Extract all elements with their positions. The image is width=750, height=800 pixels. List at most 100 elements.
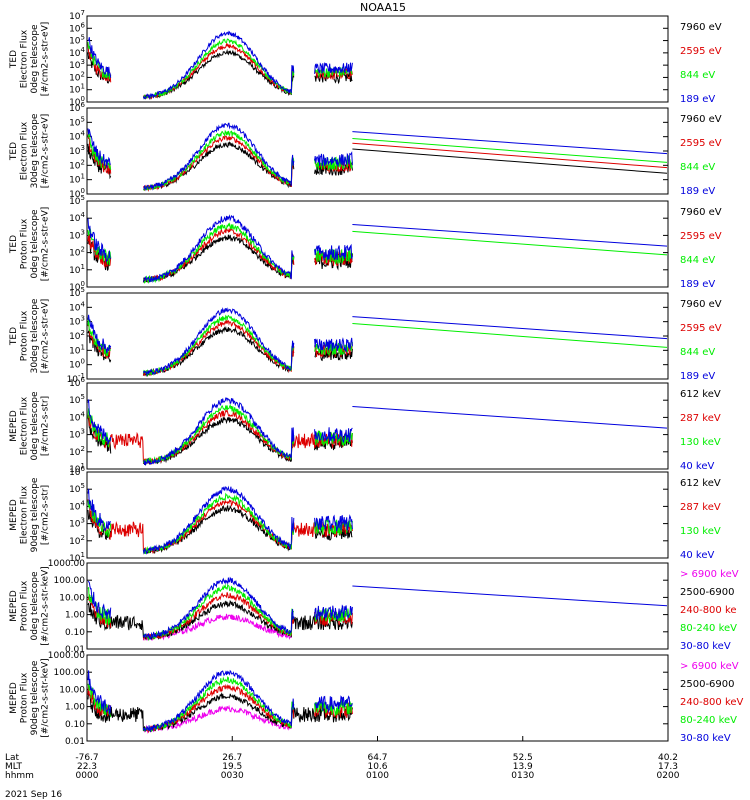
date-label: 2021 Sep 16 bbox=[5, 790, 62, 800]
legend-entry: 7960 eV bbox=[680, 299, 722, 310]
legend-entry: 2595 eV bbox=[680, 323, 722, 334]
y-tick-label: 105 bbox=[69, 482, 85, 495]
panel-frame bbox=[86, 654, 669, 742]
x-tick-label: 17.3 bbox=[658, 762, 678, 772]
series-line bbox=[87, 222, 668, 284]
y-tick-label: 102 bbox=[69, 445, 85, 458]
footer-row-label: Lat bbox=[5, 753, 20, 763]
legend-entry: 2595 eV bbox=[680, 231, 722, 242]
series-line bbox=[87, 42, 353, 100]
y-tick-label: 0.01 bbox=[65, 737, 85, 747]
y-tick-label: 105 bbox=[69, 115, 85, 128]
x-tick-label: 64.7 bbox=[367, 753, 387, 763]
series-line bbox=[142, 613, 292, 642]
y-tick-label: 103 bbox=[69, 228, 85, 241]
legend-entry: 7960 eV bbox=[680, 114, 722, 125]
panel-frame bbox=[86, 200, 669, 288]
series-line bbox=[142, 704, 292, 734]
legend-entry: > 6900 keV bbox=[680, 661, 739, 672]
y-axis-label: MEPEDProton Flux0deg telescope[#/cm2-s-s… bbox=[9, 566, 51, 645]
legend-entry: 240-800 ke bbox=[680, 605, 737, 616]
y-axis-label: MEPEDElectron Flux0deg telescope[#/cm2-s… bbox=[9, 391, 51, 461]
legend-entry: 40 keV bbox=[680, 550, 714, 561]
y-tick-label: 103 bbox=[69, 517, 85, 530]
y-tick-label: 101 bbox=[69, 263, 85, 276]
y-tick-label: 100 bbox=[69, 358, 85, 371]
y-tick-label: 107 bbox=[69, 9, 85, 22]
y-tick-label: 104 bbox=[69, 130, 85, 143]
y-tick-label: 1000.00 bbox=[48, 559, 85, 569]
footer-axis: LatMLThhmm-76.722.3000026.719.5003064.71… bbox=[5, 736, 680, 781]
series-line bbox=[87, 691, 353, 733]
legend-entry: 2595 eV bbox=[680, 46, 722, 57]
series-line bbox=[87, 48, 353, 101]
series-line bbox=[87, 234, 353, 283]
y-axis-label: TEDProton Flux0deg telescope[#/cm2-s-str… bbox=[9, 207, 51, 282]
legend-entry: 844 eV bbox=[680, 347, 715, 358]
y-tick-label: 100.00 bbox=[54, 668, 86, 678]
legend-entry: 30-80 keV bbox=[680, 641, 731, 652]
legend-entry: 80-240 keV bbox=[680, 623, 737, 634]
legend-entry: 287 keV bbox=[680, 413, 721, 424]
legend-entry: 844 eV bbox=[680, 162, 715, 173]
series-line bbox=[87, 325, 353, 378]
legend-entry: 2500-6900 bbox=[680, 587, 735, 598]
x-tick-label: -76.7 bbox=[75, 753, 98, 763]
x-tick-label: 22.3 bbox=[77, 762, 97, 772]
x-tick-label: 0130 bbox=[511, 771, 534, 781]
y-tick-label: 1.00 bbox=[65, 703, 85, 713]
panel-frame bbox=[86, 382, 669, 470]
series-line bbox=[87, 676, 353, 733]
y-tick-label: 10.00 bbox=[59, 685, 85, 695]
x-tick-label: 0030 bbox=[221, 771, 244, 781]
panel-7: 0.01 0.10 1.00 10.00 100.00 1000.00MEPEDProto… bbox=[9, 559, 739, 655]
legend-entry: 130 keV bbox=[680, 437, 721, 448]
series-line bbox=[87, 227, 353, 283]
y-tick-label: 102 bbox=[69, 158, 85, 171]
y-tick-label: 103 bbox=[69, 58, 85, 71]
series-line bbox=[87, 397, 668, 466]
y-axis-label: MEPEDProton Flux90deg telescope[#/cm2-s-… bbox=[9, 658, 51, 737]
series-line bbox=[87, 498, 353, 554]
legend-entry: 130 keV bbox=[680, 526, 721, 537]
series-line bbox=[87, 141, 668, 191]
legend-entry: 189 eV bbox=[680, 186, 715, 197]
legend-entry: 612 keV bbox=[680, 478, 721, 489]
y-tick-label: 101 bbox=[69, 83, 85, 96]
legend-entry: 7960 eV bbox=[680, 22, 722, 33]
series-line bbox=[87, 314, 668, 377]
y-tick-label: 104 bbox=[69, 499, 85, 512]
y-tick-label: 103 bbox=[69, 428, 85, 441]
y-tick-label: 105 bbox=[69, 393, 85, 406]
y-tick-label: 104 bbox=[69, 410, 85, 423]
series-line bbox=[87, 307, 668, 377]
y-tick-label: 0.10 bbox=[65, 628, 85, 638]
panel-frame bbox=[86, 15, 669, 103]
panel-8: 0.01 0.10 1.00 10.00 100.00 1000.00MEPEDProto… bbox=[9, 651, 744, 747]
series-line bbox=[87, 669, 353, 733]
series-line bbox=[87, 408, 353, 465]
legend-entry: > 6900 keV bbox=[680, 569, 739, 580]
legend-entry: 189 eV bbox=[680, 371, 715, 382]
legend-entry: 80-240 keV bbox=[680, 715, 737, 726]
x-tick-label: 13.9 bbox=[513, 762, 533, 772]
y-tick-label: 103 bbox=[69, 315, 85, 328]
legend-entry: 30-80 keV bbox=[680, 733, 731, 744]
legend-entry: 612 keV bbox=[680, 389, 721, 400]
x-tick-label: 52.5 bbox=[513, 753, 533, 763]
legend-entry: 2500-6900 bbox=[680, 679, 735, 690]
y-axis-label: TEDProton Flux30deg telescope[#/cm2-s-st… bbox=[9, 298, 51, 373]
y-axis-label: TEDElectron Flux30deg telescope[#/cm2-s-… bbox=[9, 113, 51, 188]
y-tick-label: 105 bbox=[69, 34, 85, 47]
series-line bbox=[87, 683, 353, 734]
y-tick-label: 1000.00 bbox=[48, 651, 85, 661]
chart-title: NOAA15 bbox=[360, 1, 406, 14]
x-tick-label: 40.2 bbox=[658, 753, 678, 763]
x-tick-label: 0200 bbox=[657, 771, 680, 781]
